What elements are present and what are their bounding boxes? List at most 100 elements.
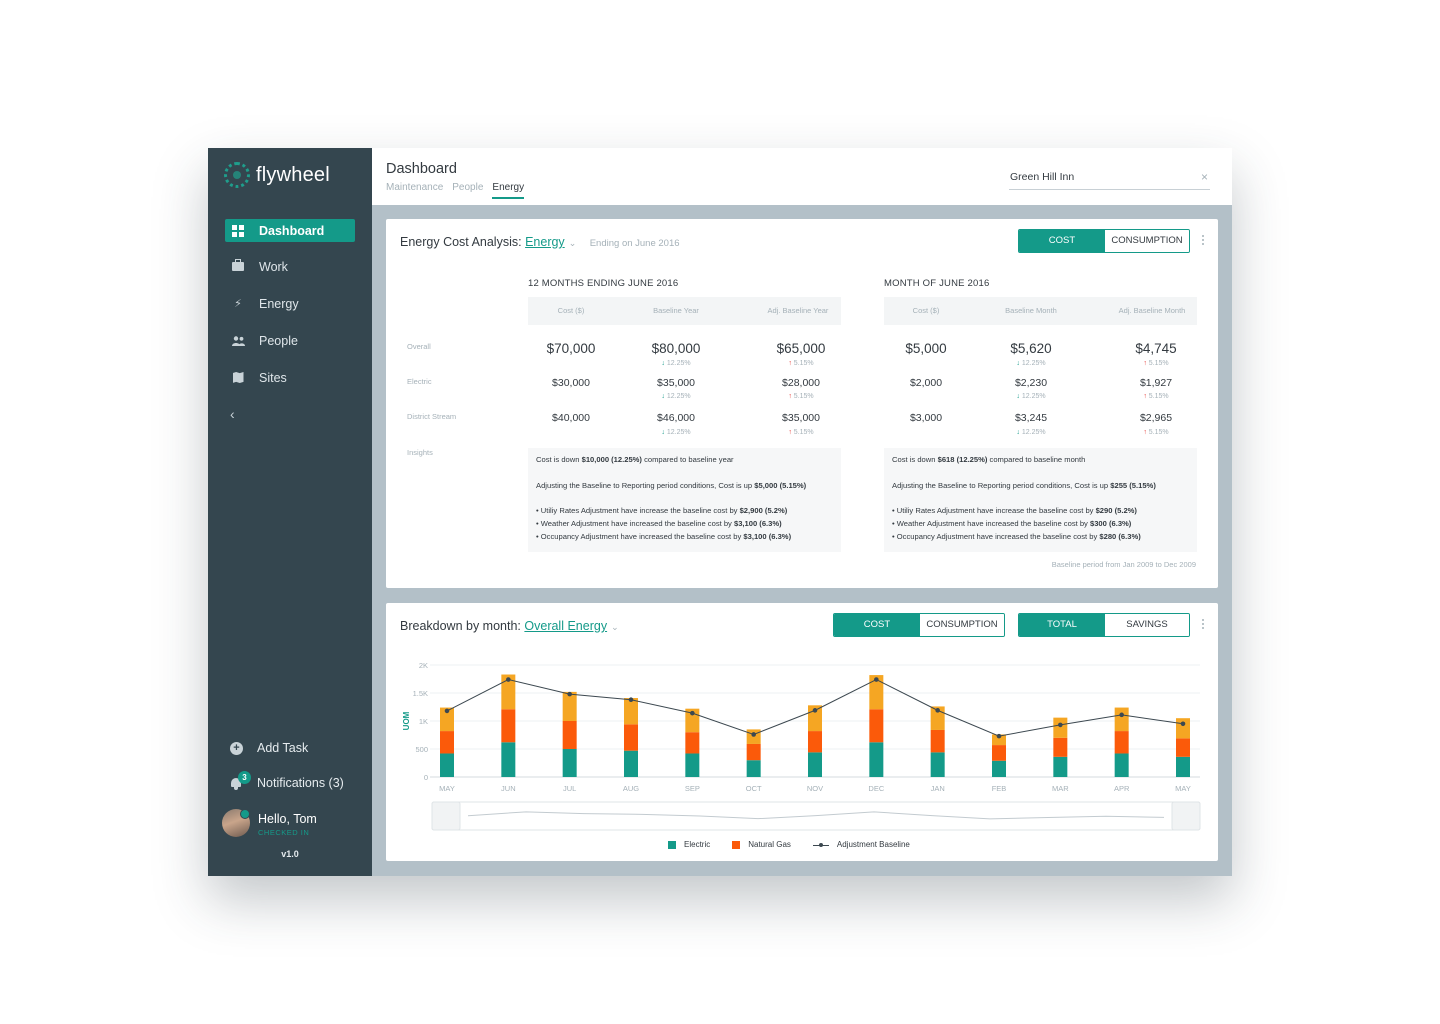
adjustment-baseline-point: [935, 708, 940, 713]
cost-consumption-toggle: COST CONSUMPTION: [1018, 229, 1190, 253]
bar-segment: [1053, 717, 1068, 738]
cost-toggle-option[interactable]: COST: [1019, 230, 1105, 252]
range-handle-left: [431, 801, 461, 831]
card-title: Energy Cost Analysis: Energy ⌄ Ending on …: [400, 235, 680, 249]
dashboard-tabs: Maintenance People Energy: [386, 182, 533, 199]
collapse-sidebar-button[interactable]: ‹: [230, 406, 235, 422]
energy-type-dropdown[interactable]: Energy: [525, 235, 565, 249]
total-savings-toggle: TOTAL SAVINGS: [1018, 613, 1190, 637]
bar-segment: [1053, 756, 1068, 777]
insight-line: Cost is down $10,000 (12.25%) compared t…: [536, 455, 734, 464]
annual-electric-baseline-delta: ↓ 12.25%: [631, 393, 721, 400]
bar-segment: [1114, 707, 1129, 732]
annual-insights: Cost is down $10,000 (12.25%) compared t…: [528, 448, 841, 552]
total-toggle-option[interactable]: TOTAL: [1019, 614, 1105, 636]
x-tick-label: JUL: [563, 784, 576, 793]
delta-value: 5.15%: [793, 360, 814, 367]
map-icon: [231, 371, 245, 385]
savings-toggle-option[interactable]: SAVINGS: [1105, 614, 1189, 636]
consumption-toggle-option[interactable]: CONSUMPTION: [1105, 230, 1189, 252]
annual-overall-baseline: $80,000: [651, 341, 701, 356]
brand-logo[interactable]: flywheel: [224, 162, 330, 188]
bar-segment: [869, 709, 884, 743]
user-greeting[interactable]: Hello, Tom: [258, 812, 317, 826]
monthly-stream-adj-delta: ↑ 5.15%: [1104, 429, 1208, 436]
sidebar-item-work[interactable]: Work: [225, 255, 355, 278]
legend-electric[interactable]: Electric: [668, 840, 710, 849]
annual-overall-baseline-delta: ↓ 12.25%: [631, 360, 721, 367]
brand-name: flywheel: [256, 163, 330, 186]
bar-segment: [808, 731, 822, 753]
baseline-period-note: Baseline period from Jan 2009 to Dec 200…: [1051, 560, 1196, 569]
sidebar-item-energy[interactable]: ⚡ Energy: [225, 292, 355, 315]
consumption-toggle-option[interactable]: CONSUMPTION: [920, 614, 1004, 636]
breakdown-card: Breakdown by month: Overall Energy ⌄ COST…: [386, 603, 1218, 861]
add-task-button[interactable]: + Add Task: [230, 741, 308, 755]
legend-label: Adjustment Baseline: [836, 840, 910, 849]
cost-toggle-option[interactable]: COST: [834, 614, 920, 636]
chevron-down-icon[interactable]: ⌄: [611, 622, 619, 632]
tab-energy[interactable]: Energy: [492, 182, 525, 199]
monthly-overall-adj-delta: ↑ 5.15%: [1104, 360, 1208, 367]
bar-segment: [440, 731, 454, 754]
adjustment-baseline-point: [444, 708, 450, 714]
sidebar-item-label: Dashboard: [259, 223, 325, 238]
bar-segment: [1176, 756, 1190, 777]
tab-maintenance[interactable]: Maintenance: [386, 182, 444, 193]
arrow-up-icon: ↑: [788, 393, 792, 400]
monthly-electric-adj: $1,927: [1139, 377, 1173, 389]
adjustment-baseline-point: [1119, 712, 1124, 718]
adjustment-baseline-point: [567, 691, 572, 697]
monthly-breakdown-chart: 0 500 1K 1.5K 2K UOM MAY JUN JUL AUG SEP OCT NOV DEC J…: [402, 661, 1201, 831]
x-tick-label: FEB: [992, 784, 1007, 793]
top-bar: Dashboard Maintenance People Energy ×: [372, 148, 1232, 205]
bar-segment: [624, 750, 638, 777]
bar-segment: [562, 691, 577, 721]
x-tick-label: DEC: [868, 784, 884, 793]
delta-value: 12.25%: [1021, 429, 1046, 436]
x-tick-label: MAY: [1175, 784, 1191, 793]
range-navigator-trend: [467, 811, 1165, 820]
annual-electric-baseline: $35,000: [657, 377, 695, 389]
energy-category-dropdown[interactable]: Overall Energy: [524, 619, 608, 633]
bar-segment: [685, 732, 700, 754]
col-head-cost: Cost ($): [912, 306, 940, 315]
sidebar: flywheel Dashboard Work ⚡ Energy People …: [208, 148, 372, 876]
period-subtitle: Ending on June 2016: [589, 238, 680, 249]
bell-icon: [230, 777, 243, 790]
delta-value: 5.15%: [1148, 429, 1169, 436]
more-options-icon[interactable]: [1200, 619, 1206, 631]
bar-segment: [992, 734, 1006, 746]
arrow-down-icon: ↓: [661, 393, 665, 400]
tab-people[interactable]: People: [452, 182, 484, 193]
adjustment-baseline-point: [812, 708, 818, 713]
dashboard-icon: [231, 224, 245, 238]
energy-cost-analysis-card: Energy Cost Analysis: Energy ⌄ Ending on …: [386, 219, 1218, 588]
people-icon: [231, 334, 245, 348]
notifications-button[interactable]: Notifications (3): [230, 776, 344, 790]
version-label: v1.0: [281, 849, 299, 859]
more-options-icon[interactable]: [1200, 235, 1206, 247]
card-title-prefix: Energy Cost Analysis:: [400, 235, 522, 249]
site-input[interactable]: [1010, 171, 1190, 183]
arrow-up-icon: ↑: [788, 360, 792, 367]
sidebar-item-dashboard[interactable]: Dashboard: [225, 219, 355, 242]
row-label-overall: Overall: [407, 342, 431, 351]
card-title-prefix: Breakdown by month:: [400, 619, 521, 633]
legend-natural-gas[interactable]: Natural Gas: [732, 840, 791, 849]
site-selector: [1009, 168, 1210, 190]
sidebar-item-label: Energy: [259, 296, 299, 311]
sidebar-item-sites[interactable]: Sites: [225, 366, 355, 389]
delta-value: 5.15%: [1148, 360, 1169, 367]
bar-segment: [440, 753, 454, 777]
arrow-up-icon: ↑: [788, 429, 792, 436]
card-title: Breakdown by month: Overall Energy ⌄: [400, 619, 619, 633]
chevron-down-icon[interactable]: ⌄: [568, 238, 577, 248]
clear-icon[interactable]: ×: [1201, 170, 1209, 184]
bar-segment: [562, 749, 577, 777]
monthly-stream-adj: $2,965: [1139, 412, 1173, 424]
legend-adjustment-baseline[interactable]: Adjustment Baseline: [812, 840, 910, 849]
sidebar-item-people[interactable]: People: [225, 329, 355, 352]
bar-segment: [869, 675, 884, 710]
main-content: Dashboard Maintenance People Energy × En…: [372, 148, 1232, 876]
